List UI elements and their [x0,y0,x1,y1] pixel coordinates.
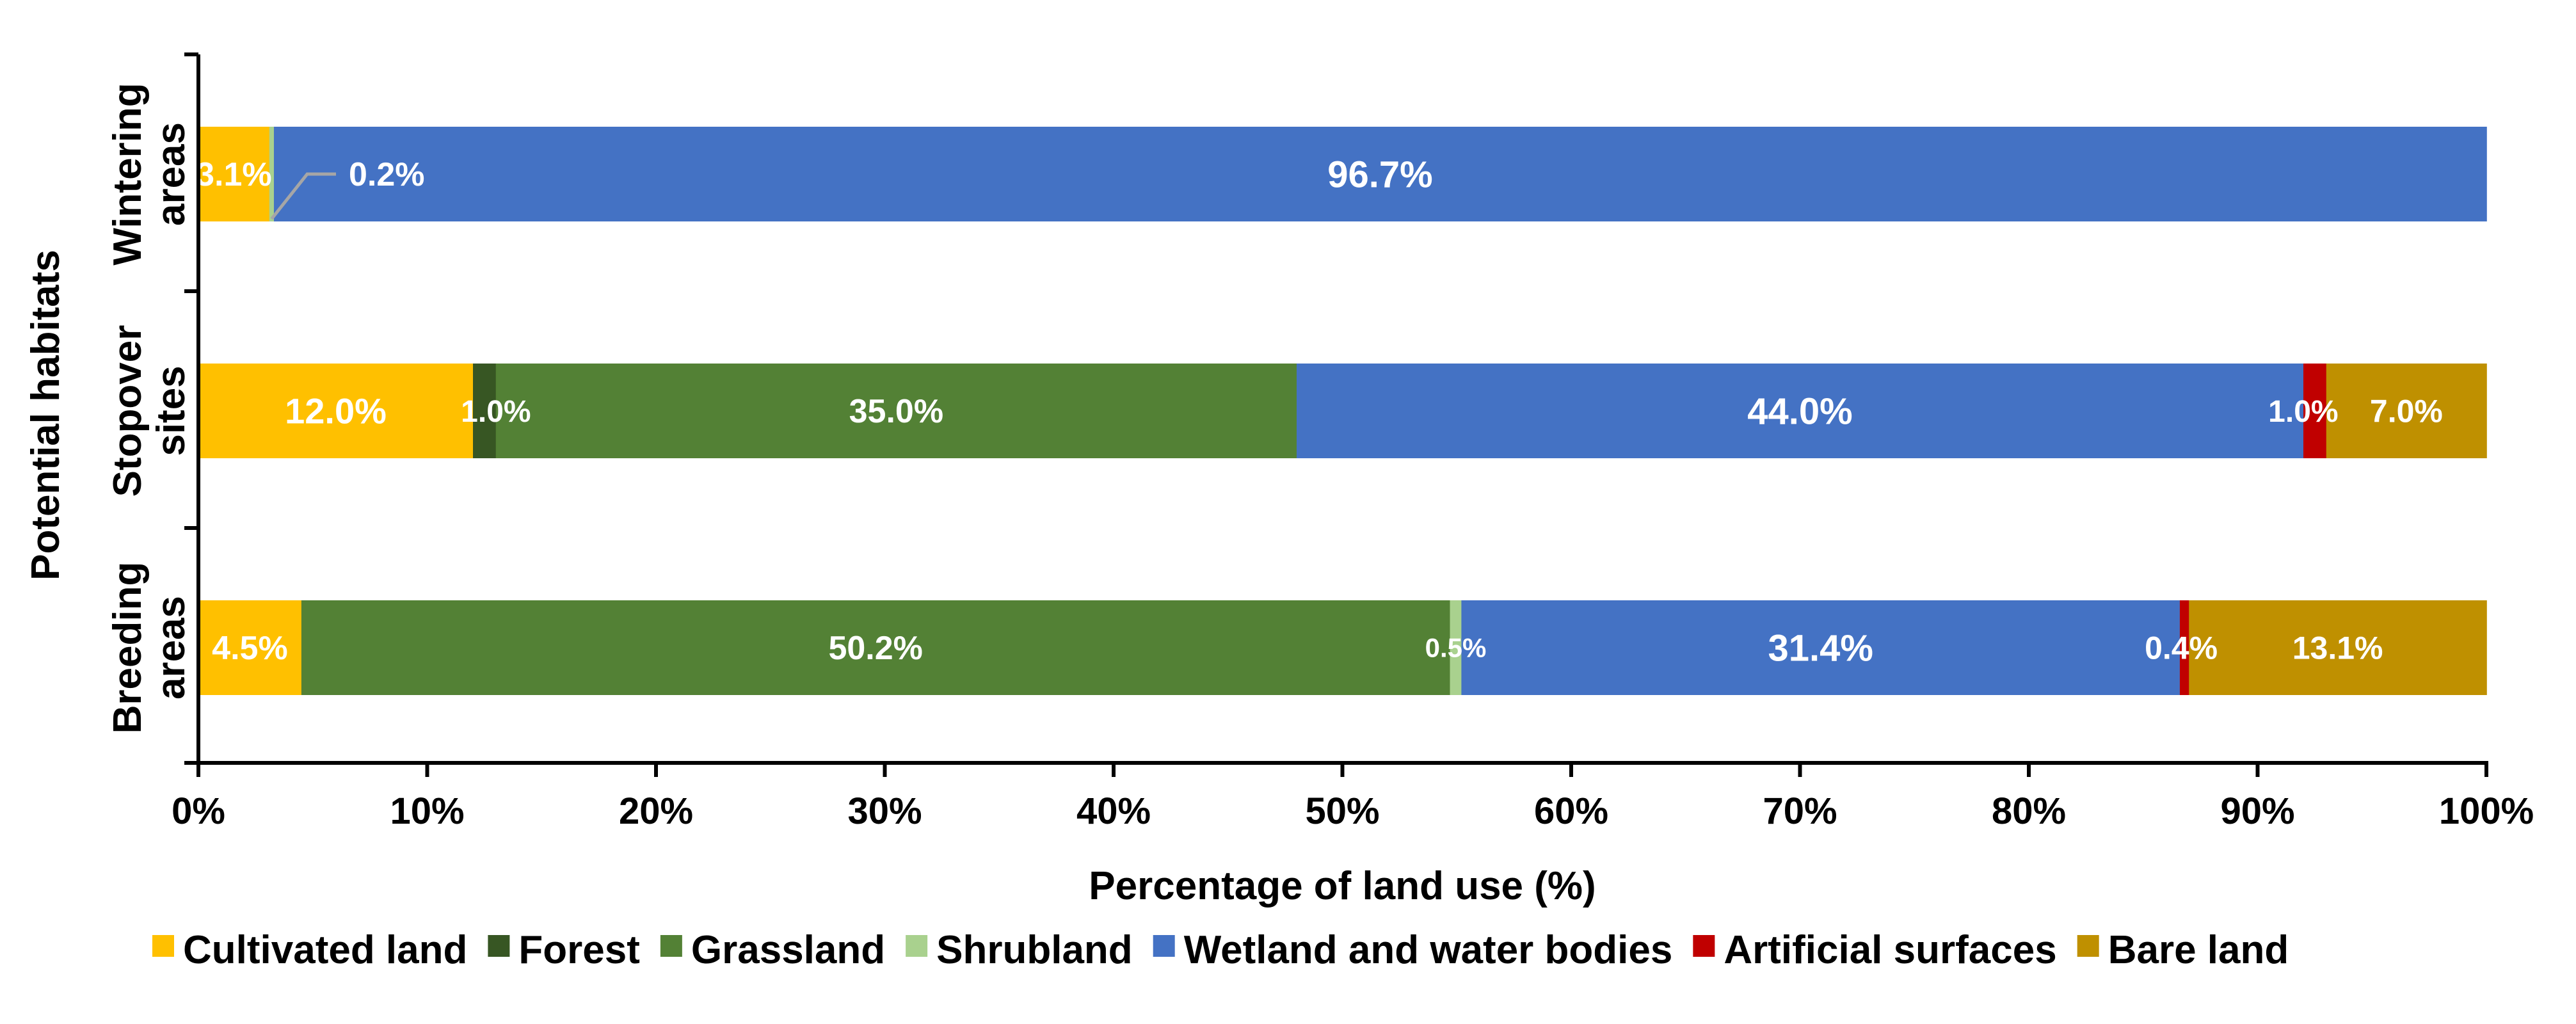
data-label: 12.0% [285,391,387,431]
data-label: 0.2% [349,156,425,193]
legend-label: Artificial surfaces [1724,928,2056,972]
data-label: 4.5% [212,630,288,667]
x-axis-title: Percentage of land use (%) [1089,864,1596,908]
bar-shrubland-breeding [1450,600,1462,695]
data-label: 96.7% [1327,154,1432,195]
legend-item-forest: Forest [488,928,640,972]
data-label: 44.0% [1747,390,1852,432]
data-label: 1.0% [2268,395,2338,429]
x-tick-label: 50% [1305,790,1379,832]
data-label: 3.1% [196,156,272,193]
bar-forest-stopover [473,364,497,458]
legend-label: Cultivated land [183,928,467,972]
legend-swatch [152,935,174,957]
bar-bare-land-breeding [2189,600,2487,695]
legend-item-artificial-surfaces: Artificial surfaces [1693,928,2057,972]
legend-swatch [1693,935,1715,957]
legend-item-bare-land: Bare land [2077,928,2289,972]
legend-swatch [660,935,682,957]
bar-wetland-and-water-bodies-breeding [1461,600,2180,695]
y-category-label-line: sites [149,365,193,456]
x-tick-label: 40% [1076,790,1151,832]
leader-line [270,172,336,220]
y-axis-title: Potential habitats [24,250,68,580]
bar-wetland-and-water-bodies-wintering [273,127,2487,221]
bar-shrubland-wintering [269,127,275,221]
data-labels-group: 3.1% 0.2% 96.7% 12.0% 1.0% 35.0% 44.0% 1.0% 7.0%… [196,154,2443,669]
y-category-label: Breeding areas [106,562,193,734]
data-label: 35.0% [849,393,943,430]
y-category-label-line: Wintering [106,83,150,265]
bar-cultivated-land-stopover [198,364,474,458]
data-label: 13.1% [2292,630,2383,666]
x-tick-label: 90% [2220,790,2294,832]
data-label: 0.5% [1425,633,1487,663]
y-category-label-line: Stopover [106,325,150,497]
legend-item-grassland: Grassland [660,928,885,972]
x-ticks-group: 0% 10% 20% 30% 40% 50% 60% 70% 80% 90% 100% [172,52,2534,832]
legend-item-shrubland: Shrubland [906,928,1133,972]
x-tick-label: 0% [172,790,225,832]
y-category-label: Stopover sites [106,325,193,497]
legend-label: Shrubland [936,928,1133,972]
bar-cultivated-land-breeding [198,600,302,695]
bar-artificial-surfaces-stopover [2303,364,2327,458]
legend-swatch [1153,935,1175,957]
legend-label: Wetland and water bodies [1184,928,1673,972]
bar-artificial-surfaces-breeding [2179,600,2190,695]
x-tick-label: 70% [1763,790,1837,832]
legend-item-wetland-and-water-bodies: Wetland and water bodies [1153,928,1673,972]
data-label: 0.4% [2145,630,2218,666]
y-category-label: Wintering areas [106,83,193,265]
bar-bare-land-stopover [2326,364,2487,458]
bar-grassland-stopover [495,364,1297,458]
bars-group [198,127,2487,695]
legend-label: Bare land [2108,928,2289,972]
bar-cultivated-land-wintering [198,127,270,221]
data-label: 7.0% [2370,394,2443,429]
legend-swatch [2077,935,2099,957]
x-tick-label: 20% [619,790,693,832]
data-label: 31.4% [1768,627,1873,669]
y-category-label-line: Breeding [106,562,150,734]
legend-swatch [488,935,510,957]
legend-label: Grassland [691,928,885,972]
x-tick-label: 80% [1992,790,2066,832]
x-tick-label: 30% [847,790,922,832]
data-label: 1.0% [461,395,531,429]
x-tick-label: 100% [2439,790,2534,832]
legend: Cultivated land Forest Grassland Shrubland W… [152,928,2289,972]
x-tick-label: 10% [390,790,464,832]
y-category-label-line: areas [149,596,193,700]
bar-grassland-breeding [301,600,1451,695]
legend-label: Forest [518,928,639,972]
legend-swatch [906,935,928,957]
bar-wetland-and-water-bodies-stopover [1297,364,2304,458]
y-category-label-line: areas [149,122,193,226]
legend-item-cultivated-land: Cultivated land [152,928,467,972]
x-tick-label: 60% [1534,790,1608,832]
data-label: 50.2% [828,630,922,667]
